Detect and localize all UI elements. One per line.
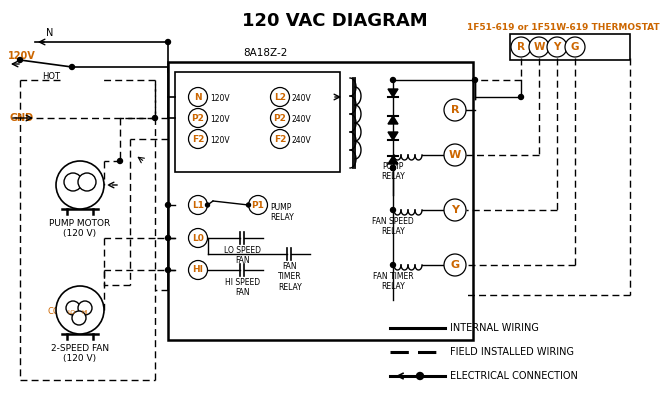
Circle shape — [188, 88, 208, 106]
Text: INTERNAL WIRING: INTERNAL WIRING — [450, 323, 539, 333]
Text: 120V: 120V — [8, 51, 36, 61]
Text: W: W — [449, 150, 461, 160]
Circle shape — [391, 207, 395, 212]
Circle shape — [519, 95, 523, 99]
Text: 1F51-619 or 1F51W-619 THERMOSTAT: 1F51-619 or 1F51W-619 THERMOSTAT — [467, 23, 659, 31]
Circle shape — [56, 286, 104, 334]
Text: G: G — [450, 260, 460, 270]
Circle shape — [391, 166, 395, 171]
Text: N: N — [194, 93, 202, 101]
Text: HI SPEED
FAN: HI SPEED FAN — [225, 278, 261, 297]
Circle shape — [417, 372, 423, 380]
Circle shape — [165, 267, 170, 272]
Bar — [175, 72, 340, 172]
Text: HOT: HOT — [42, 72, 60, 81]
Circle shape — [391, 166, 395, 171]
Circle shape — [444, 254, 466, 276]
Circle shape — [391, 78, 395, 83]
Text: 2-SPEED FAN
(120 V): 2-SPEED FAN (120 V) — [51, 344, 109, 363]
Text: ELECTRICAL CONNECTION: ELECTRICAL CONNECTION — [450, 371, 578, 381]
Circle shape — [188, 261, 208, 279]
Text: PUMP
RELAY: PUMP RELAY — [381, 162, 405, 181]
Text: COM: COM — [48, 308, 68, 316]
Circle shape — [117, 158, 123, 163]
Circle shape — [271, 109, 289, 127]
Circle shape — [511, 37, 531, 57]
Text: PUMP MOTOR
(120 V): PUMP MOTOR (120 V) — [50, 219, 111, 238]
Text: R: R — [451, 105, 459, 115]
Circle shape — [529, 37, 549, 57]
Polygon shape — [388, 89, 398, 97]
Circle shape — [165, 202, 170, 207]
Text: P1: P1 — [251, 201, 265, 210]
Polygon shape — [388, 132, 398, 140]
Circle shape — [472, 78, 478, 83]
Circle shape — [206, 203, 210, 207]
Circle shape — [249, 196, 267, 215]
Circle shape — [78, 301, 92, 315]
Text: 120V: 120V — [210, 93, 230, 103]
Bar — [510, 34, 630, 60]
Text: L0: L0 — [192, 233, 204, 243]
Text: FAN
TIMER
RELAY: FAN TIMER RELAY — [278, 262, 302, 292]
Text: FIELD INSTALLED WIRING: FIELD INSTALLED WIRING — [450, 347, 574, 357]
Text: R: R — [517, 42, 525, 52]
Polygon shape — [388, 156, 398, 164]
Text: L1: L1 — [192, 201, 204, 210]
Circle shape — [444, 99, 466, 121]
Circle shape — [247, 203, 251, 207]
Text: PUMP
RELAY: PUMP RELAY — [270, 203, 293, 222]
Circle shape — [188, 109, 208, 127]
Text: N: N — [46, 28, 54, 38]
Text: FAN SPEED
RELAY: FAN SPEED RELAY — [372, 217, 414, 236]
Circle shape — [72, 311, 86, 325]
Polygon shape — [388, 116, 398, 124]
Circle shape — [271, 129, 289, 148]
Text: 8A18Z-2: 8A18Z-2 — [243, 48, 287, 58]
Text: HI: HI — [82, 310, 88, 315]
Text: F2: F2 — [192, 134, 204, 143]
Text: F2: F2 — [274, 134, 286, 143]
Circle shape — [188, 228, 208, 248]
Circle shape — [70, 65, 74, 70]
Circle shape — [17, 57, 23, 62]
Circle shape — [188, 129, 208, 148]
Circle shape — [165, 235, 170, 241]
Text: P2: P2 — [273, 114, 287, 122]
Text: GND: GND — [10, 113, 34, 123]
Text: HI: HI — [192, 266, 204, 274]
Circle shape — [547, 37, 567, 57]
Circle shape — [78, 173, 96, 191]
Circle shape — [565, 37, 585, 57]
Text: L2: L2 — [274, 93, 286, 101]
Circle shape — [66, 301, 80, 315]
Text: G: G — [571, 42, 580, 52]
Text: LO SPEED
FAN: LO SPEED FAN — [224, 246, 261, 265]
Text: 240V: 240V — [292, 135, 312, 145]
Text: 240V: 240V — [292, 93, 312, 103]
Circle shape — [165, 39, 170, 44]
Text: Y: Y — [451, 205, 459, 215]
Text: 120V: 120V — [210, 114, 230, 124]
Circle shape — [188, 196, 208, 215]
Circle shape — [153, 116, 157, 121]
Text: FAN TIMER
RELAY: FAN TIMER RELAY — [373, 272, 413, 291]
Circle shape — [444, 199, 466, 221]
Circle shape — [391, 262, 395, 267]
Text: W: W — [533, 42, 545, 52]
Text: P2: P2 — [192, 114, 204, 122]
Text: 120 VAC DIAGRAM: 120 VAC DIAGRAM — [242, 12, 428, 30]
Bar — [168, 62, 473, 340]
Text: Y: Y — [553, 42, 561, 52]
Circle shape — [271, 88, 289, 106]
Circle shape — [64, 173, 82, 191]
Text: LO: LO — [68, 310, 76, 315]
Circle shape — [56, 161, 104, 209]
Text: 120V: 120V — [210, 135, 230, 145]
Circle shape — [444, 144, 466, 166]
Text: 240V: 240V — [292, 114, 312, 124]
